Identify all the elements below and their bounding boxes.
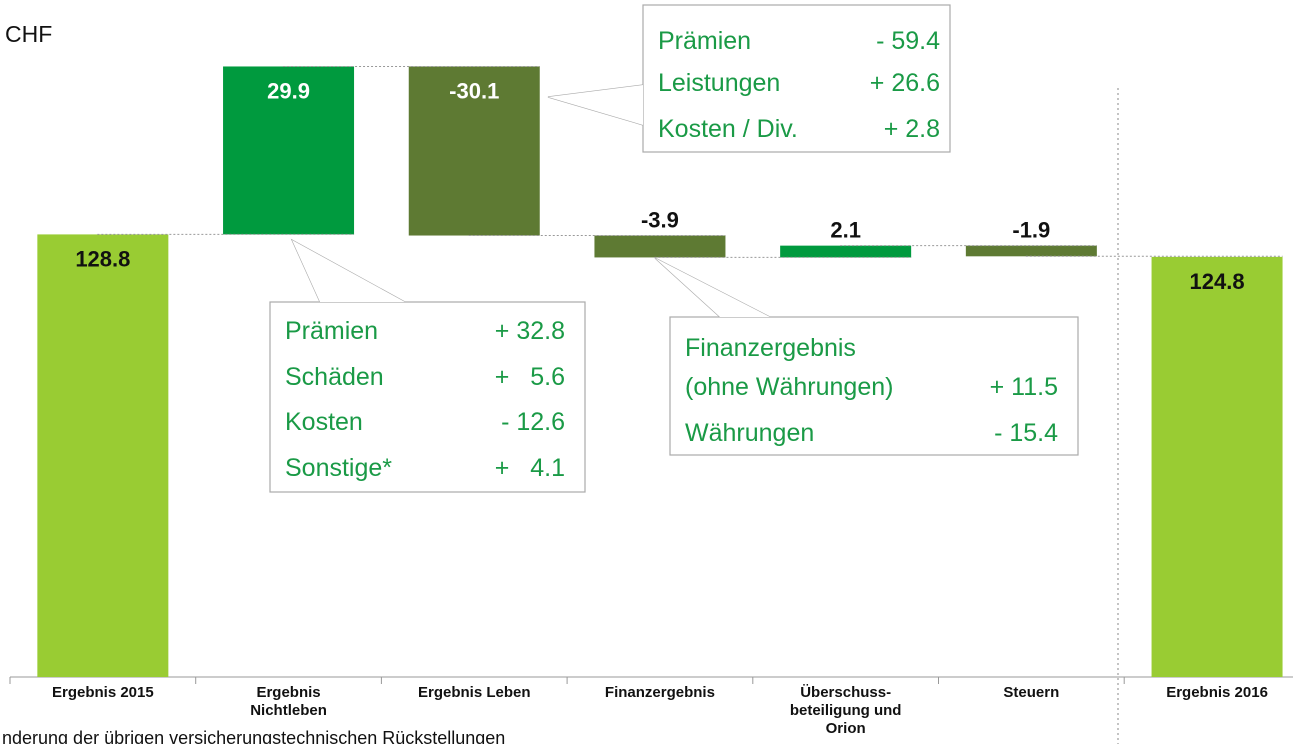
value-label: -30.1 xyxy=(449,78,499,103)
callout-label: Prämien xyxy=(658,27,751,55)
bar xyxy=(1151,256,1283,677)
callout-pointer-cover xyxy=(548,85,643,125)
value-label: 2.1 xyxy=(830,218,861,243)
callout-label: Prämien xyxy=(285,317,378,345)
bar xyxy=(408,66,540,236)
callout-label: Kosten xyxy=(285,408,363,436)
callout-value: + 5.6 xyxy=(495,363,565,391)
bar xyxy=(965,245,1097,257)
callout-label: Kosten / Div. xyxy=(658,115,798,143)
value-label: 128.8 xyxy=(75,246,130,271)
callout-label: Währungen xyxy=(685,419,814,447)
footnote: nderung der übrigen versicherungstechnis… xyxy=(2,728,505,744)
x-tick-label: Überschuss-beteiligung und Orion xyxy=(789,684,902,737)
callout-value: + 26.6 xyxy=(870,69,940,97)
value-label: -3.9 xyxy=(641,208,679,233)
callout-label: Sonstige* xyxy=(285,454,392,482)
callout-box xyxy=(669,316,1079,456)
bar xyxy=(37,234,169,677)
callout-label: Leistungen xyxy=(658,69,780,97)
callout-value: + 2.8 xyxy=(884,115,940,143)
callout-value: + 32.8 xyxy=(495,317,565,345)
x-tick-label: Steuern xyxy=(1003,684,1060,701)
callout-box xyxy=(642,4,951,153)
callout-value: + 11.5 xyxy=(990,373,1058,401)
callout-label: (ohne Währungen) xyxy=(685,373,893,401)
x-tick-label: Finanzergebnis xyxy=(604,684,715,701)
unit-label: CHF xyxy=(5,21,52,47)
value-label: 124.8 xyxy=(1190,269,1245,294)
x-tick-label: Ergebnis 2016 xyxy=(1166,684,1268,701)
bar xyxy=(594,235,726,258)
callout-value: - 12.6 xyxy=(501,408,565,436)
value-label: -1.9 xyxy=(1012,218,1050,243)
value-label: 29.9 xyxy=(267,78,310,103)
callout-pointer-cover xyxy=(292,240,405,302)
bar xyxy=(780,245,912,258)
x-tick-label: Ergebnis Leben xyxy=(417,684,531,701)
callout-label: Finanzergebnis xyxy=(685,334,856,362)
callout-box xyxy=(269,301,586,493)
x-tick-label: Ergebnis Nichtleben xyxy=(250,684,327,719)
bar xyxy=(223,66,355,235)
callout-pointer-cover xyxy=(655,258,770,317)
callout-value: - 59.4 xyxy=(876,27,940,55)
callout-value: - 15.4 xyxy=(994,419,1058,447)
x-tick-label: Ergebnis 2015 xyxy=(51,684,154,701)
callout-value: + 4.1 xyxy=(495,454,565,482)
callout-label: Schäden xyxy=(285,363,384,391)
